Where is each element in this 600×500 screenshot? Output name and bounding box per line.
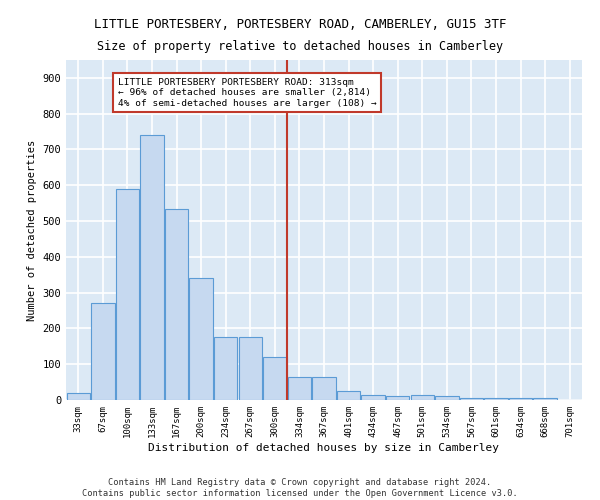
Bar <box>165 208 188 400</box>
Bar <box>484 398 508 400</box>
Bar <box>263 357 287 400</box>
Bar <box>140 135 164 400</box>
Bar <box>533 398 557 400</box>
Bar <box>67 393 90 400</box>
Text: Contains HM Land Registry data © Crown copyright and database right 2024.
Contai: Contains HM Land Registry data © Crown c… <box>82 478 518 498</box>
Bar <box>361 394 385 400</box>
Bar <box>435 396 458 400</box>
Text: LITTLE PORTESBERY PORTESBERY ROAD: 313sqm
← 96% of detached houses are smaller (: LITTLE PORTESBERY PORTESBERY ROAD: 313sq… <box>118 78 376 108</box>
Bar <box>509 398 532 400</box>
Text: LITTLE PORTESBERY, PORTESBERY ROAD, CAMBERLEY, GU15 3TF: LITTLE PORTESBERY, PORTESBERY ROAD, CAMB… <box>94 18 506 30</box>
Bar <box>190 278 213 400</box>
Bar <box>91 304 115 400</box>
X-axis label: Distribution of detached houses by size in Camberley: Distribution of detached houses by size … <box>149 442 499 452</box>
Bar <box>214 338 238 400</box>
Bar <box>313 376 335 400</box>
Bar <box>239 338 262 400</box>
Bar <box>410 394 434 400</box>
Bar <box>386 396 409 400</box>
Y-axis label: Number of detached properties: Number of detached properties <box>27 140 37 320</box>
Bar <box>337 391 360 400</box>
Text: Size of property relative to detached houses in Camberley: Size of property relative to detached ho… <box>97 40 503 53</box>
Bar <box>116 189 139 400</box>
Bar <box>288 376 311 400</box>
Bar <box>460 398 483 400</box>
